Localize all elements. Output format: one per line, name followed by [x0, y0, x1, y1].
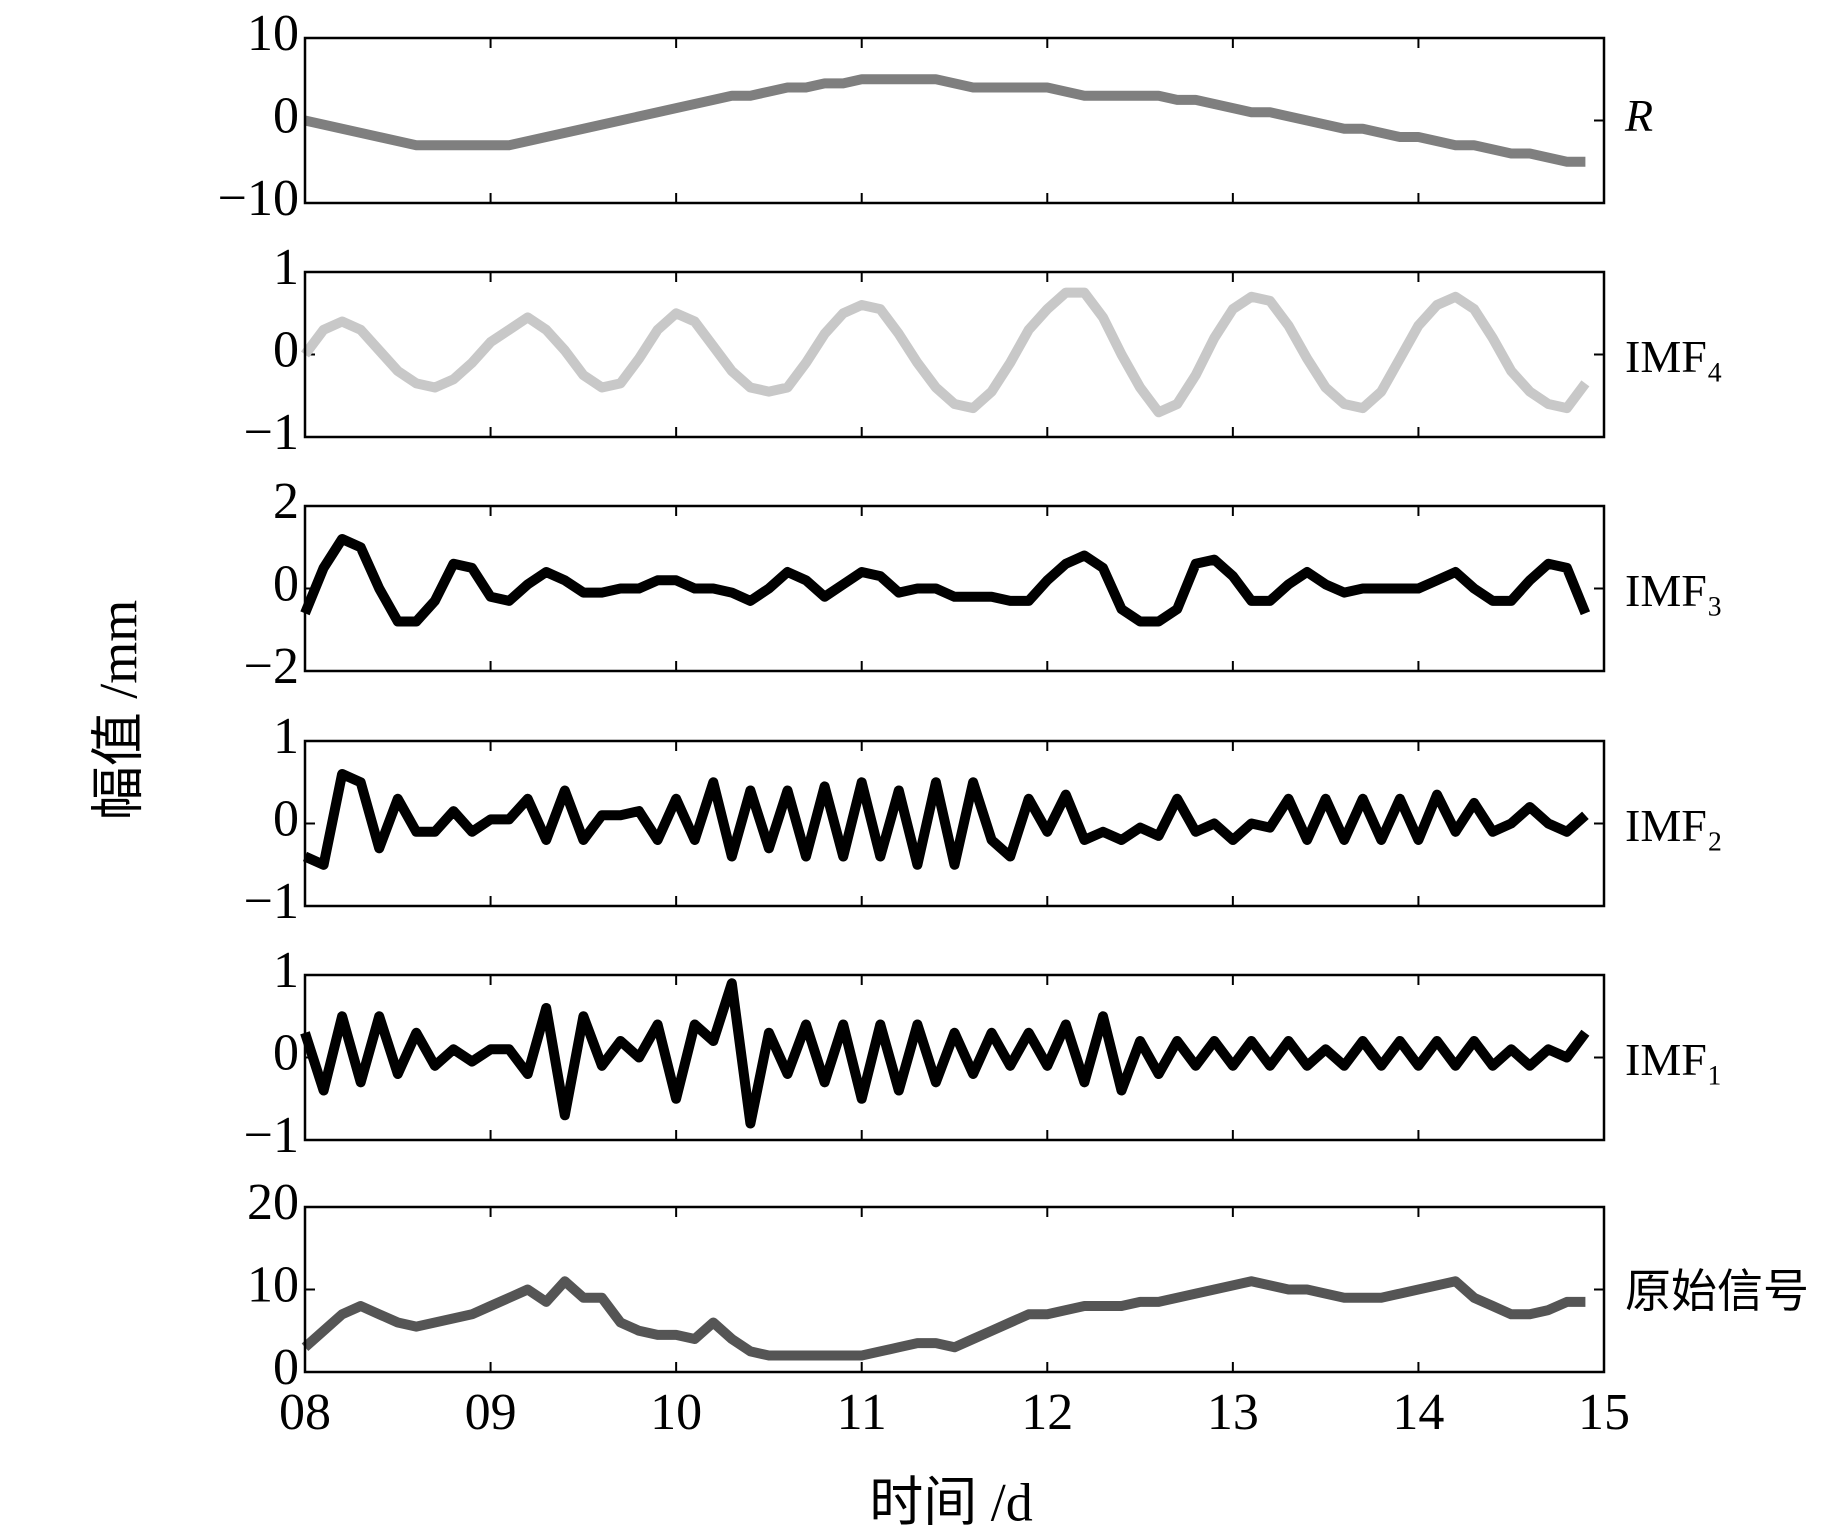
series-label: IMF₂ — [1625, 800, 1723, 851]
series-line — [300, 534, 1591, 627]
plot-frame — [303, 270, 1606, 439]
plot-frame — [303, 973, 1606, 1142]
plot-frame — [303, 36, 1606, 205]
x-tick-label: 08 — [279, 1384, 331, 1441]
y-tick-label: 1 — [273, 942, 299, 999]
plot-frame — [303, 1205, 1606, 1374]
plot-frame — [303, 504, 1606, 673]
y-tick-label: 1 — [273, 239, 299, 296]
y-tick-label: −1 — [244, 1107, 299, 1164]
series-label: 原始信号 — [1625, 1266, 1809, 1317]
plot-frame — [303, 739, 1606, 908]
y-tick-label: −1 — [244, 873, 299, 930]
y-tick-label: 0 — [273, 321, 299, 378]
series-line — [301, 287, 1590, 418]
series-label: IMF₃ — [1625, 565, 1723, 616]
series-label: IMF₄ — [1625, 331, 1723, 382]
y-tick-label: 0 — [273, 790, 299, 847]
x-tick-label: 10 — [650, 1384, 702, 1441]
x-tick-label: 12 — [1021, 1384, 1073, 1441]
y-tick-label: 0 — [273, 1024, 299, 1081]
y-tick-label: 0 — [273, 555, 299, 612]
y-tick-label: −2 — [244, 638, 299, 695]
y-tick-label: 10 — [247, 1256, 299, 1313]
series-line — [300, 978, 1590, 1129]
x-axis-label: 时间 /d — [869, 1472, 1033, 1532]
series-line — [302, 769, 1589, 870]
y-tick-label: 20 — [247, 1174, 299, 1231]
x-tick-label: 14 — [1392, 1384, 1444, 1441]
y-tick-label: 2 — [273, 473, 299, 530]
y-axis-label: 幅值 /mm — [88, 600, 148, 821]
series-label: IMF₁ — [1625, 1034, 1723, 1085]
y-tick-label: 10 — [247, 5, 299, 62]
x-tick-label: 11 — [837, 1384, 887, 1441]
x-tick-label: 13 — [1207, 1384, 1259, 1441]
series-line — [301, 1276, 1586, 1361]
x-tick-label: 09 — [465, 1384, 517, 1441]
series-line — [303, 74, 1586, 167]
y-tick-label: −1 — [244, 404, 299, 461]
y-tick-label: 1 — [273, 708, 299, 765]
y-tick-label: −10 — [218, 170, 299, 227]
y-tick-label: 0 — [273, 1339, 299, 1396]
x-tick-label: 15 — [1578, 1384, 1630, 1441]
series-label: R — [1624, 90, 1653, 141]
y-tick-label: 0 — [273, 87, 299, 144]
